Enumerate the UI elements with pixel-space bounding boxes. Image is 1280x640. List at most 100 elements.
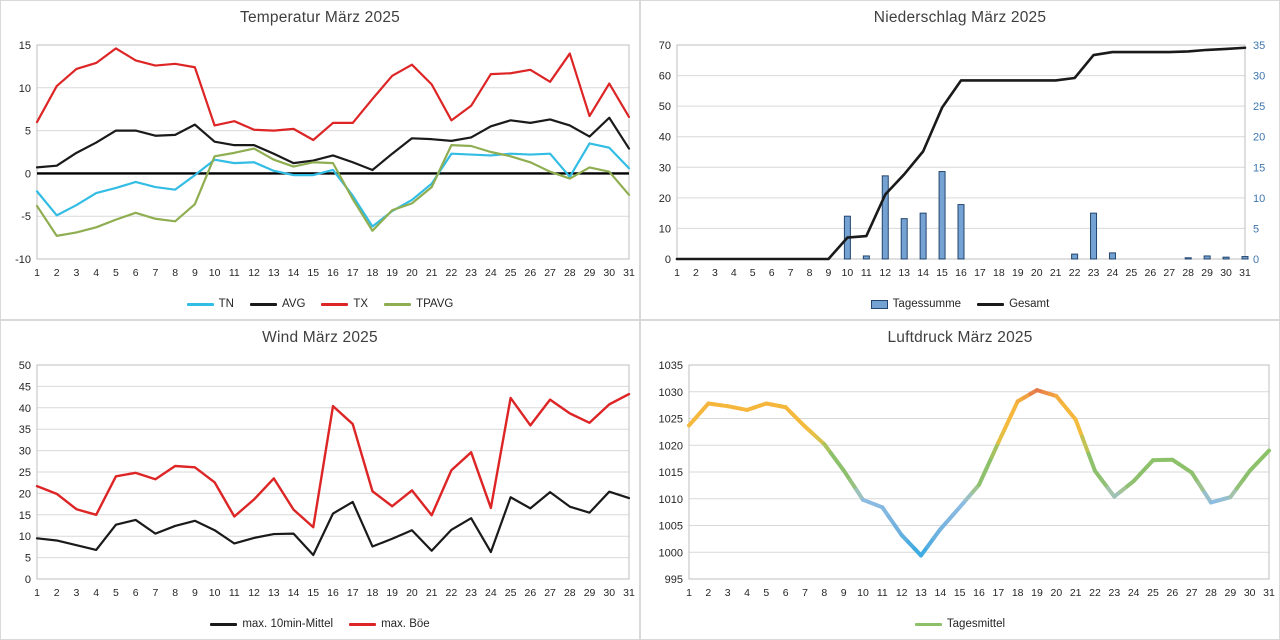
svg-text:26: 26 (1144, 267, 1156, 279)
svg-text:13: 13 (268, 587, 280, 599)
legend-item-tx: TX (321, 298, 368, 310)
svg-text:9: 9 (826, 267, 832, 279)
svg-text:25: 25 (19, 467, 31, 479)
svg-text:15: 15 (19, 40, 31, 52)
svg-text:16: 16 (955, 267, 967, 279)
svg-text:12: 12 (248, 267, 260, 279)
svg-text:18: 18 (1012, 587, 1024, 599)
svg-text:7: 7 (788, 267, 794, 279)
svg-text:20: 20 (659, 193, 671, 205)
svg-text:1: 1 (674, 267, 680, 279)
svg-text:28: 28 (1182, 267, 1194, 279)
svg-text:26: 26 (524, 587, 536, 599)
svg-text:16: 16 (327, 587, 339, 599)
legend-item-tagessumme: Tagessumme (870, 298, 961, 310)
gridlines (36, 364, 630, 580)
y-axis-left-labels: 0 10 20 30 40 50 60 70 (659, 40, 671, 266)
svg-text:18: 18 (367, 267, 379, 279)
svg-text:23: 23 (465, 587, 477, 599)
series-line-tn (35, 142, 631, 228)
legend-line-swatch (384, 302, 412, 306)
legend-label: TN (218, 298, 234, 310)
svg-text:25: 25 (1253, 101, 1265, 113)
y-axis-left-labels: 995 1000 1005 1010 1015 1020 1025 1030 1035 (659, 360, 683, 586)
bar (900, 218, 908, 260)
svg-text:25: 25 (505, 587, 517, 599)
svg-text:7: 7 (802, 587, 808, 599)
svg-text:19: 19 (1031, 587, 1043, 599)
x-axis-labels: 1 2 3 4 5 6 7 8 9 10 11 12 13 14 15 16 17 18 19 20 21 22 23 24 2… (674, 267, 1251, 279)
svg-text:29: 29 (584, 587, 596, 599)
gridlines (676, 44, 1246, 260)
wind-legend: max. 10min-Mittel max. Böe (1, 609, 639, 639)
svg-text:2: 2 (705, 587, 711, 599)
legend-label: max. 10min-Mittel (242, 618, 334, 630)
svg-text:7: 7 (152, 267, 158, 279)
svg-text:-5: -5 (21, 211, 31, 223)
legend-label: TX (353, 298, 369, 310)
svg-text:5: 5 (25, 553, 31, 565)
y-axis-left-labels: 0 5 10 15 20 25 30 35 40 45 50 (19, 360, 31, 586)
wind-chart-title: Wind März 2025 (262, 329, 378, 346)
svg-text:1: 1 (34, 587, 40, 599)
svg-text:28: 28 (564, 267, 576, 279)
svg-text:9: 9 (192, 267, 198, 279)
bar (1222, 256, 1230, 260)
svg-text:11: 11 (229, 587, 240, 599)
svg-text:12: 12 (896, 587, 908, 599)
legend-item-max-b-e: max. Böe (349, 618, 430, 630)
svg-text:10: 10 (209, 587, 221, 599)
svg-text:23: 23 (1088, 267, 1100, 279)
svg-text:10: 10 (842, 267, 854, 279)
svg-text:27: 27 (1163, 267, 1175, 279)
legend-label: Tagesmittel (946, 618, 1006, 630)
svg-text:4: 4 (731, 267, 737, 279)
bar (938, 171, 946, 260)
svg-text:16: 16 (327, 267, 339, 279)
svg-text:1: 1 (34, 267, 40, 279)
x-axis-labels: 1 2 3 4 5 6 7 8 9 10 11 12 13 14 15 16 17 18 19 20 21 22 23 24 2… (34, 267, 635, 279)
legend-line-swatch (186, 302, 214, 306)
svg-text:0: 0 (665, 254, 671, 266)
svg-text:995: 995 (665, 574, 683, 586)
svg-text:1030: 1030 (659, 387, 683, 399)
svg-text:31: 31 (623, 267, 635, 279)
bar (881, 175, 889, 260)
svg-text:14: 14 (288, 587, 300, 599)
svg-text:30: 30 (603, 267, 615, 279)
svg-text:-10: -10 (15, 254, 31, 266)
legend-label: max. Böe (381, 618, 430, 630)
svg-text:19: 19 (1012, 267, 1024, 279)
svg-text:10: 10 (1253, 193, 1265, 205)
temperature-chart-title: Temperatur März 2025 (240, 9, 400, 26)
svg-text:17: 17 (347, 267, 359, 279)
svg-text:29: 29 (584, 267, 596, 279)
legend-label: Gesamt (1009, 298, 1050, 310)
svg-text:50: 50 (659, 101, 671, 113)
svg-text:2: 2 (54, 267, 60, 279)
svg-text:5: 5 (1253, 223, 1259, 235)
legend-line-swatch (349, 622, 377, 626)
svg-text:27: 27 (544, 267, 556, 279)
svg-text:4: 4 (93, 267, 99, 279)
svg-text:6: 6 (769, 267, 775, 279)
svg-text:0: 0 (25, 168, 31, 180)
series-line-tagesmittel (687, 388, 1271, 558)
precipitation-chart-title: Niederschlag März 2025 (873, 9, 1047, 26)
svg-text:13: 13 (915, 587, 927, 599)
svg-text:9: 9 (192, 587, 198, 599)
legend-label: TPAVG (416, 298, 454, 310)
svg-text:1035: 1035 (659, 360, 683, 372)
svg-text:1010: 1010 (659, 494, 683, 506)
legend-bar-swatch (870, 299, 888, 309)
svg-text:5: 5 (113, 267, 119, 279)
svg-text:15: 15 (936, 267, 948, 279)
svg-text:6: 6 (783, 587, 789, 599)
svg-text:45: 45 (19, 381, 31, 393)
svg-text:8: 8 (821, 587, 827, 599)
svg-text:70: 70 (659, 40, 671, 52)
svg-text:3: 3 (712, 267, 718, 279)
svg-text:25: 25 (1126, 267, 1138, 279)
svg-text:5: 5 (25, 126, 31, 138)
